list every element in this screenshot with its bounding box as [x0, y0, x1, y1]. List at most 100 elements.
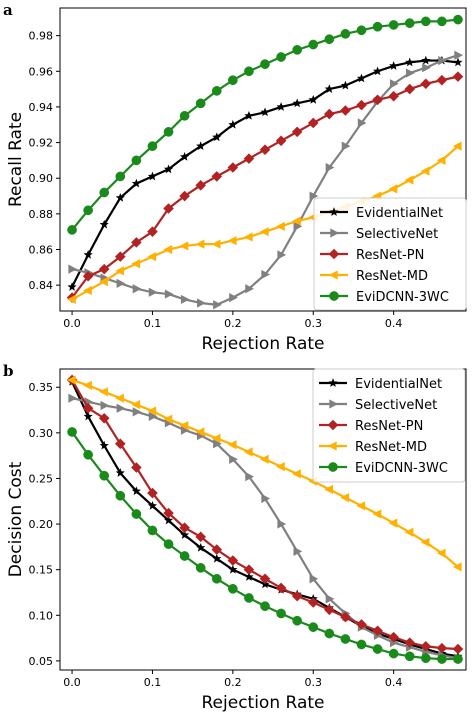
- data-point: [131, 178, 141, 188]
- data-point: [227, 162, 239, 173]
- data-point: [98, 263, 110, 275]
- data-point: [163, 203, 174, 214]
- data-point: [229, 454, 238, 464]
- data-point: [260, 601, 270, 612]
- data-point: [98, 412, 110, 424]
- data-point: [292, 45, 303, 55]
- data-point: [356, 501, 366, 511]
- data-point: [179, 551, 190, 561]
- data-point: [437, 654, 447, 664]
- x-axis-label: Rejection Rate: [202, 693, 325, 713]
- data-point: [260, 107, 270, 117]
- data-point: [340, 28, 351, 39]
- data-point: [292, 615, 303, 626]
- data-point: [179, 190, 190, 202]
- data-point: [340, 493, 350, 503]
- data-point: [308, 622, 319, 632]
- data-point: [131, 509, 142, 519]
- data-point: [131, 155, 142, 166]
- data-point: [388, 518, 398, 528]
- data-point: [454, 50, 464, 60]
- data-point: [420, 640, 432, 652]
- data-point: [243, 564, 255, 575]
- data-point: [147, 406, 157, 416]
- data-point: [227, 555, 239, 566]
- series-evidentialnet: [67, 55, 463, 291]
- y-axis-label: Recall Rate: [6, 112, 26, 207]
- data-point: [243, 153, 255, 164]
- data-point: [244, 572, 254, 581]
- data-point: [83, 380, 92, 391]
- legend: EvidentialNet SelectiveNet ResNet-PN ResNet…: [312, 368, 466, 483]
- data-point: [404, 83, 416, 95]
- legend-label: EviDCNN-3WC: [356, 290, 449, 305]
- legend-entry: ResNet-MD: [319, 440, 427, 455]
- data-point: [325, 594, 335, 604]
- data-point: [99, 219, 109, 229]
- data-point: [372, 625, 383, 637]
- data-point: [179, 110, 190, 121]
- data-point: [356, 639, 367, 650]
- y-tick-label: 0.92: [29, 137, 54, 150]
- data-point: [324, 34, 335, 45]
- data-point: [213, 300, 222, 310]
- data-point: [243, 232, 253, 242]
- x-tick-label: 0.3: [304, 676, 322, 689]
- data-point: [213, 439, 222, 449]
- legend-entry: ResNet-MD: [320, 269, 428, 284]
- data-point: [309, 191, 319, 201]
- data-point: [115, 490, 126, 501]
- data-point: [66, 375, 76, 385]
- x-tick-label: 0.0: [63, 676, 81, 689]
- x-tick-label: 0.4: [385, 676, 403, 689]
- data-point: [227, 235, 237, 246]
- data-point: [211, 86, 222, 96]
- series-selectivenet: [68, 50, 464, 310]
- data-point: [388, 184, 398, 194]
- data-point: [227, 440, 237, 450]
- data-point: [372, 644, 383, 654]
- data-point: [195, 562, 206, 573]
- plot-frame: [59, 7, 467, 312]
- data-point: [99, 276, 108, 287]
- data-point: [324, 604, 335, 616]
- data-point: [212, 553, 222, 563]
- data-point: [291, 590, 303, 602]
- legend-entry: ResNet-PN: [319, 419, 423, 434]
- data-point: [324, 84, 334, 93]
- data-point: [83, 449, 93, 460]
- data-point: [163, 414, 173, 424]
- x-tick-label: 0.1: [144, 676, 162, 689]
- data-point: [292, 216, 301, 226]
- data-point: [82, 270, 94, 282]
- data-point: [388, 90, 399, 102]
- data-point: [195, 180, 206, 191]
- x-tick-label: 0.2: [224, 317, 242, 330]
- x-tick-label: 0.0: [63, 317, 81, 330]
- data-point: [163, 515, 174, 525]
- series-evidcnn-3wc: [67, 14, 463, 235]
- data-point: [452, 643, 464, 655]
- data-point: [131, 486, 141, 496]
- legend-entry: EviDCNN-3WC: [319, 461, 448, 476]
- data-point: [115, 468, 125, 477]
- data-point: [180, 530, 190, 539]
- data-point: [148, 411, 158, 422]
- data-point: [66, 294, 76, 305]
- data-point: [404, 527, 414, 537]
- y-tick-label: 0.88: [29, 208, 54, 221]
- data-point: [147, 525, 158, 536]
- data-point: [404, 175, 414, 185]
- data-point: [325, 162, 335, 173]
- data-point: [131, 399, 141, 410]
- series-resnet-md: [66, 375, 462, 572]
- legend-marker: [327, 419, 339, 431]
- data-point: [259, 454, 269, 464]
- legend-entry: SelectiveNet: [319, 398, 437, 413]
- data-point: [340, 634, 351, 644]
- data-point: [116, 278, 126, 288]
- data-point: [195, 427, 205, 437]
- data-point: [68, 264, 78, 274]
- data-point: [308, 39, 319, 50]
